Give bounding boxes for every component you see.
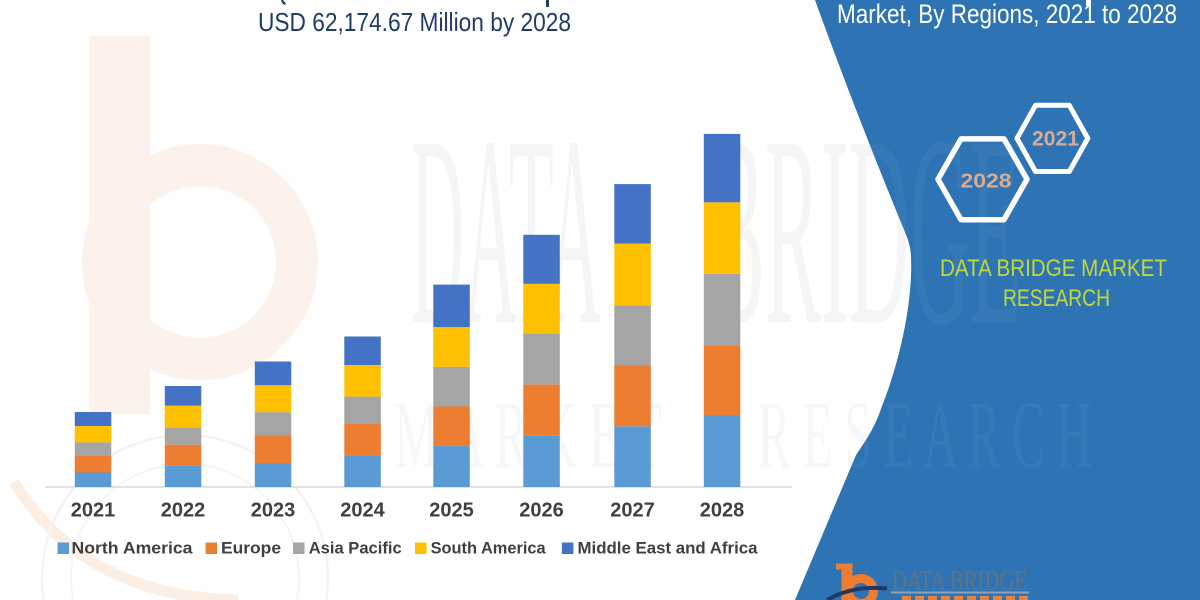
svg-text:2027: 2027 [610, 500, 655, 522]
svg-text:2028: 2028 [961, 171, 1012, 193]
svg-text:Europe: Europe [221, 539, 281, 558]
svg-text:USD 62,174.67 Million by 2028: USD 62,174.67 Million by 2028 [258, 7, 571, 37]
svg-text:RESEARCH: RESEARCH [1003, 285, 1110, 312]
svg-text:2023: 2023 [251, 500, 296, 522]
svg-text:North America: North America [72, 539, 194, 558]
svg-text:2025: 2025 [429, 500, 474, 522]
svg-text:Asia Pacific: Asia Pacific [309, 539, 402, 558]
svg-text:DATA BRIDGE MARKET: DATA BRIDGE MARKET [940, 255, 1167, 282]
svg-text:2024: 2024 [340, 500, 385, 522]
svg-text:2028: 2028 [700, 500, 745, 522]
svg-text:Middle East and Africa: Middle East and Africa [578, 539, 759, 558]
svg-text:South America: South America [431, 539, 547, 558]
svg-text:2021: 2021 [1032, 128, 1079, 151]
svg-text:2026: 2026 [519, 500, 564, 522]
svg-text:2022: 2022 [161, 500, 206, 522]
svg-text:Market, By Regions, 2021 to 2: Market, By Regions, 2021 to 2028 [837, 0, 1177, 29]
svg-text:2021: 2021 [71, 500, 116, 522]
